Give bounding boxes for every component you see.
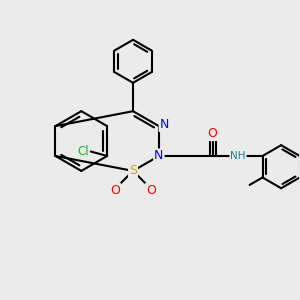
Text: Cl: Cl: [77, 145, 88, 158]
Text: O: O: [208, 127, 218, 140]
Text: NH: NH: [230, 151, 246, 161]
Text: N: N: [154, 149, 164, 163]
Text: S: S: [129, 164, 137, 177]
Text: N: N: [160, 118, 169, 131]
Text: O: O: [110, 184, 120, 197]
Text: O: O: [146, 184, 156, 197]
